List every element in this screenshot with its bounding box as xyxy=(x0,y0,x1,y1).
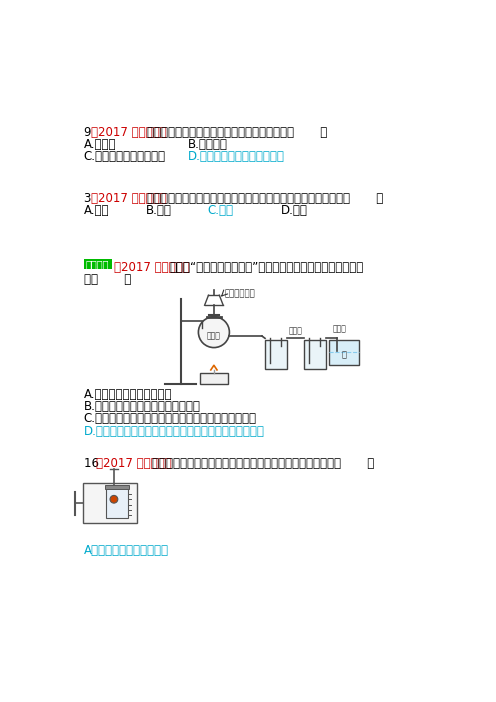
Circle shape xyxy=(110,496,118,503)
Text: A.氧气无需提前制备和收集: A.氧气无需提前制备和收集 xyxy=(84,388,172,401)
Text: 是（       ）: 是（ ） xyxy=(84,273,131,286)
Text: 下列物质在氧气中燃烧，现象为火星四射，有黑色固体生成的是（       ）: 下列物质在氧气中燃烧，现象为火星四射，有黑色固体生成的是（ ） xyxy=(147,192,383,205)
Text: A.闻气味: A.闻气味 xyxy=(84,138,116,151)
Text: C.铁丝: C.铁丝 xyxy=(208,204,234,218)
Text: （2017 邵阳中考）: （2017 邵阳中考） xyxy=(96,457,172,470)
Text: 9: 9 xyxy=(84,126,95,139)
Text: B.用塑料瓶代替集气瓶，实验更安全: B.用塑料瓶代替集气瓶，实验更安全 xyxy=(84,400,200,413)
Circle shape xyxy=(198,317,229,347)
Bar xyxy=(265,340,287,369)
Bar xyxy=(105,485,129,489)
Text: 3: 3 xyxy=(84,192,95,205)
Text: 16: 16 xyxy=(84,457,103,470)
Text: D.铁丝在氧气中剧烈燃烧，发出黄色火焰，产生黑色固体: D.铁丝在氧气中剧烈燃烧，发出黄色火焰，产生黑色固体 xyxy=(84,425,264,437)
FancyBboxPatch shape xyxy=(84,259,112,269)
Text: （2017 眉山中考）: （2017 眉山中考） xyxy=(114,260,189,274)
Text: 如图为测定空气中氧气含量的实验装置，下列做法合理的是（       ）: 如图为测定空气中氧气含量的实验装置，下列做法合理的是（ ） xyxy=(152,457,374,470)
Text: B.观察颜色: B.观察颜色 xyxy=(188,138,228,151)
Text: 导气管: 导气管 xyxy=(288,326,302,336)
Bar xyxy=(106,489,128,518)
Text: （2017 北京中考）: （2017 北京中考） xyxy=(91,192,167,205)
Text: （2017 北京中考）: （2017 北京中考） xyxy=(91,126,167,139)
Text: C.倒入适量氢氧化锁溶液: C.倒入适量氢氧化锁溶液 xyxy=(84,150,166,164)
Text: 浓硫酸: 浓硫酸 xyxy=(207,331,221,340)
Text: 下图是“铁丝在氧气中燃烧”的实验改进装置。下列说法错误的: 下图是“铁丝在氧气中燃烧”的实验改进装置。下列说法错误的 xyxy=(170,260,364,274)
Text: A．用过量的红磷进行实验: A．用过量的红磷进行实验 xyxy=(84,544,169,557)
Text: 《好题》: 《好题》 xyxy=(86,259,110,269)
Text: D.酒精: D.酒精 xyxy=(281,204,308,218)
Bar xyxy=(329,340,359,364)
Text: 水: 水 xyxy=(342,351,347,360)
Text: 过氧化氢溶液: 过氧化氢溶液 xyxy=(225,289,255,298)
Text: D.将燃着的木条伸入集气瓶中: D.将燃着的木条伸入集气瓶中 xyxy=(188,150,285,164)
Text: A.红磷: A.红磷 xyxy=(84,204,109,218)
Text: 下列方法能区分氧气和二氧化碳两瓶气体的是（       ）: 下列方法能区分氧气和二氧化碳两瓶气体的是（ ） xyxy=(147,126,327,139)
Bar xyxy=(200,373,228,384)
Bar xyxy=(83,483,137,523)
Text: 导气管: 导气管 xyxy=(332,325,346,333)
Bar xyxy=(304,340,325,369)
Text: C.该装置也可用于二氧化碳和氢气的制备、干燥和检验: C.该装置也可用于二氧化碳和氢气的制备、干燥和检验 xyxy=(84,412,257,425)
Text: B.木炭: B.木炭 xyxy=(146,204,172,218)
